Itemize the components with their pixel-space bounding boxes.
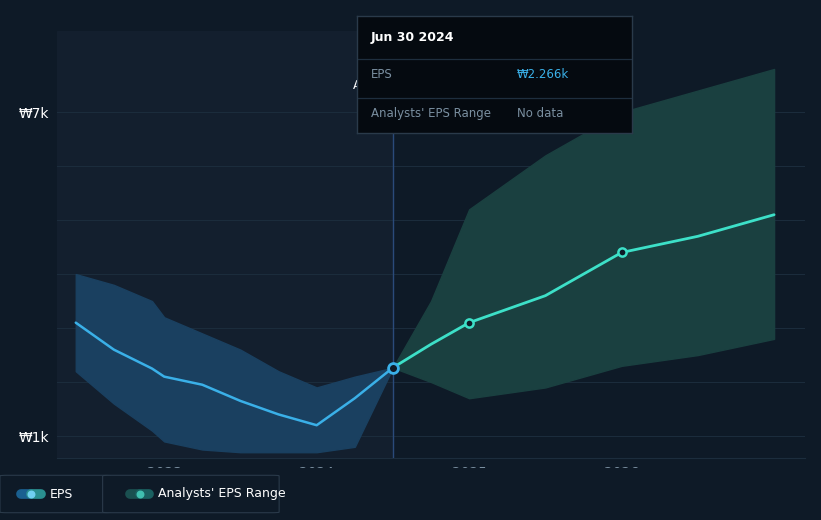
Point — [387, 363, 400, 372]
Text: EPS: EPS — [371, 68, 392, 81]
Text: Analysts Forecasts: Analysts Forecasts — [401, 79, 511, 92]
Text: ₩2.266k: ₩2.266k — [516, 68, 569, 81]
Text: EPS: EPS — [49, 488, 72, 500]
Point — [615, 249, 628, 257]
FancyBboxPatch shape — [0, 475, 111, 513]
Point — [687, 253, 700, 262]
Text: Jun 30 2024: Jun 30 2024 — [371, 31, 454, 44]
Text: No data: No data — [516, 107, 563, 120]
Text: Analysts' EPS Range: Analysts' EPS Range — [371, 107, 491, 120]
Text: Actual: Actual — [353, 79, 390, 92]
Bar — [57, 31, 393, 458]
Point — [462, 319, 475, 327]
FancyBboxPatch shape — [103, 475, 279, 513]
Text: Analysts' EPS Range: Analysts' EPS Range — [158, 488, 286, 500]
